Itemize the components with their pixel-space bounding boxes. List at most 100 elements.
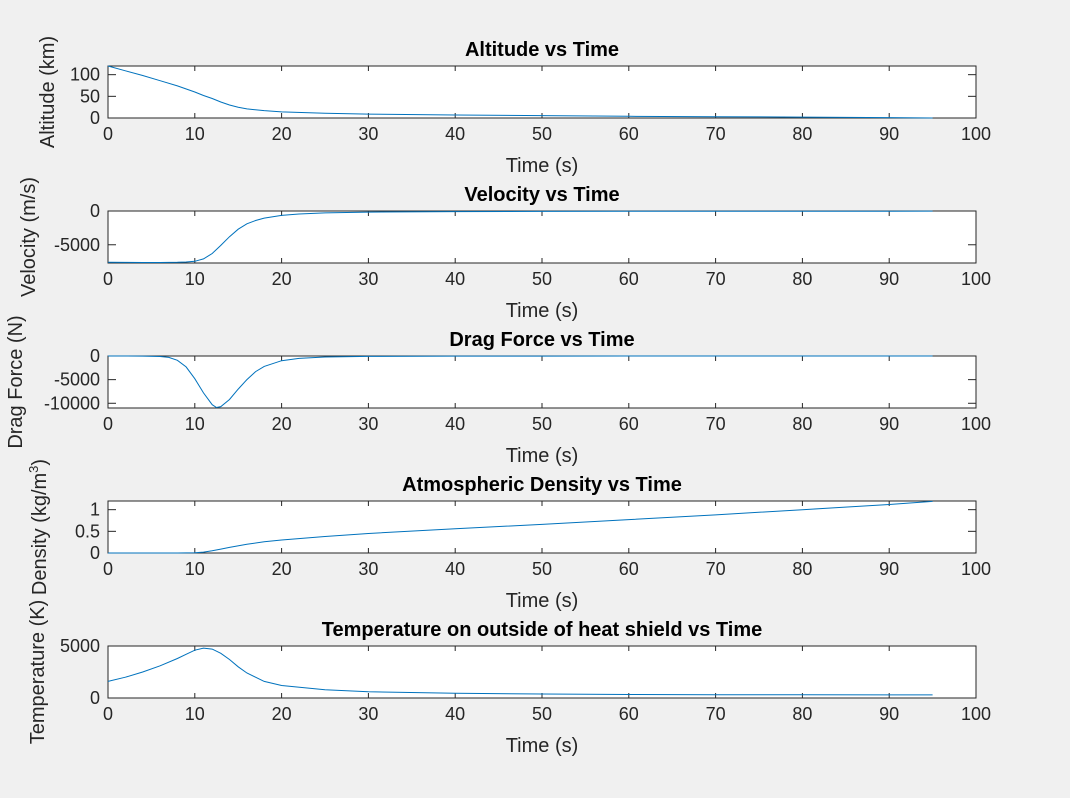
x-tick-label: 40 [445, 414, 465, 434]
y-tick-label: 0.5 [75, 521, 100, 541]
x-tick-label: 80 [792, 559, 812, 579]
y-tick-label: 100 [70, 65, 100, 85]
series-line-1 [107, 65, 933, 119]
x-tick-label: 10 [185, 414, 205, 434]
chart-title: Atmospheric Density vs Time [402, 474, 682, 496]
x-tick-label: 70 [706, 124, 726, 144]
x-tick-label: 20 [272, 124, 292, 144]
x-tick-label: 50 [532, 704, 552, 724]
y-axis-label: Drag Force (N) [5, 315, 27, 448]
y-axis-label-text: Drag Force (N) [5, 315, 27, 448]
y-axis-label: Temperature (K) [27, 600, 49, 745]
axes-box [107, 500, 977, 554]
x-tick-label: 0 [103, 414, 113, 434]
x-tick-label: 70 [706, 269, 726, 289]
y-tick-label: 1 [90, 500, 100, 520]
x-tick-label: 100 [961, 269, 991, 289]
x-tick-label: 40 [445, 704, 465, 724]
subplot-5: Temperature on outside of heat shield vs… [27, 600, 991, 757]
x-tick-label: 100 [961, 559, 991, 579]
x-tick-label: 40 [445, 124, 465, 144]
x-tick-label: 20 [272, 704, 292, 724]
x-tick-label: 90 [879, 269, 899, 289]
x-tick-label: 50 [532, 559, 552, 579]
x-axis-label: Time (s) [506, 155, 579, 177]
y-tick-label: 0 [90, 543, 100, 563]
y-tick-label: 0 [90, 346, 100, 366]
x-tick-label: 90 [879, 559, 899, 579]
x-tick-label: 20 [272, 269, 292, 289]
axes-box [107, 645, 977, 699]
x-axis-label: Time (s) [506, 445, 579, 467]
y-tick-label: 0 [90, 201, 100, 221]
x-tick-label: 70 [706, 559, 726, 579]
x-axis-label: Time (s) [506, 300, 579, 322]
x-tick-label: 90 [879, 124, 899, 144]
y-axis-label-text: Density (kg/m [29, 473, 51, 595]
x-tick-label: 30 [358, 559, 378, 579]
x-tick-label: 30 [358, 269, 378, 289]
y-tick-label: -5000 [54, 235, 100, 255]
chart-title: Velocity vs Time [464, 184, 619, 206]
x-tick-label: 0 [103, 124, 113, 144]
x-tick-label: 90 [879, 414, 899, 434]
chart-title: Drag Force vs Time [449, 329, 634, 351]
x-tick-label: 60 [619, 704, 639, 724]
x-tick-label: 0 [103, 704, 113, 724]
x-tick-label: 50 [532, 414, 552, 434]
series-line-1 [108, 500, 933, 554]
subplot-3: Drag Force vs Time 0 10 20 30 40 50 60 70 80 90 100… [5, 315, 991, 467]
x-tick-label: 10 [185, 269, 205, 289]
x-tick-label: 100 [961, 414, 991, 434]
y-axis-label: Altitude (km) [37, 36, 59, 148]
x-tick-label: 30 [358, 124, 378, 144]
axes-box [107, 210, 977, 264]
chart-title: Temperature on outside of heat shield vs… [322, 619, 762, 641]
y-tick-label: 5000 [60, 636, 100, 656]
x-tick-label: 80 [792, 269, 812, 289]
axes-box [107, 65, 977, 119]
y-axis-label-text: Velocity (m/s) [18, 177, 40, 297]
x-axis-label: Time (s) [506, 735, 579, 757]
series-line-1 [107, 647, 933, 696]
x-tick-label: 0 [103, 269, 113, 289]
x-tick-label: 60 [619, 124, 639, 144]
x-tick-label: 60 [619, 269, 639, 289]
x-axis-label: Time (s) [506, 590, 579, 612]
y-tick-label: -10000 [44, 393, 100, 413]
x-tick-label: 40 [445, 269, 465, 289]
y-axis-label-text: Altitude (km) [37, 36, 59, 148]
y-tick-label: -5000 [54, 370, 100, 390]
x-tick-label: 10 [185, 124, 205, 144]
x-tick-label: 30 [358, 704, 378, 724]
x-tick-label: 10 [185, 704, 205, 724]
y-axis-label-suffix: ) [29, 459, 51, 466]
x-tick-label: 70 [706, 704, 726, 724]
x-tick-label: 60 [619, 414, 639, 434]
x-tick-label: 100 [961, 704, 991, 724]
y-tick-label: 0 [90, 108, 100, 128]
y-axis-label-superscript: 3 [26, 466, 41, 473]
x-tick-label: 60 [619, 559, 639, 579]
chart-title: Altitude vs Time [465, 39, 619, 61]
series-line-1 [107, 210, 933, 263]
x-tick-label: 0 [103, 559, 113, 579]
x-tick-label: 30 [358, 414, 378, 434]
x-tick-label: 80 [792, 414, 812, 434]
x-tick-label: 20 [272, 414, 292, 434]
x-tick-label: 40 [445, 559, 465, 579]
x-tick-label: 80 [792, 704, 812, 724]
x-tick-label: 70 [706, 414, 726, 434]
y-axis-label-text: Temperature (K) [27, 600, 49, 745]
y-axis-label: Density (kg/m3) [26, 459, 51, 595]
y-axis-label: Velocity (m/s) [18, 177, 40, 297]
y-tick-label: 50 [80, 86, 100, 106]
y-tick-label: 0 [90, 688, 100, 708]
x-tick-label: 90 [879, 704, 899, 724]
x-tick-label: 10 [185, 559, 205, 579]
series-line-1 [107, 355, 933, 409]
subplot-2: Velocity vs Time 0 10 20 30 40 50 60 70 80 90 100 -5… [18, 177, 991, 322]
